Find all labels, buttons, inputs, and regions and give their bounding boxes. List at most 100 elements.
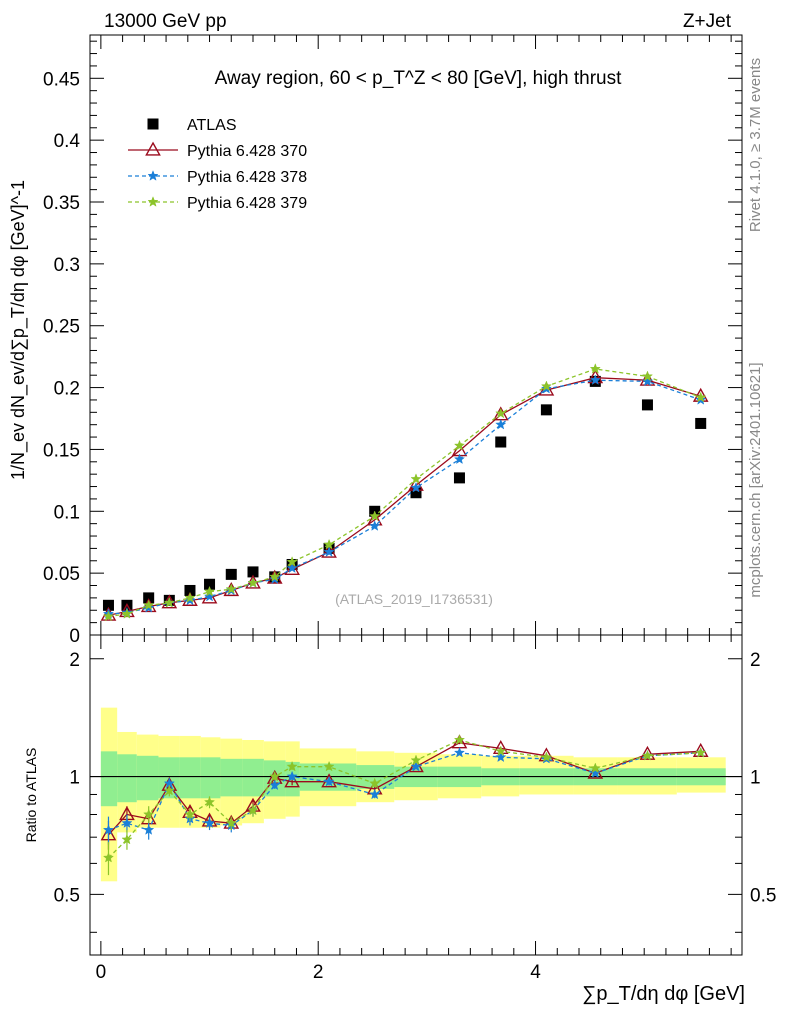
data-point bbox=[495, 418, 507, 430]
ratio-point bbox=[410, 754, 422, 766]
x-tick-label: 2 bbox=[313, 962, 324, 983]
data-point bbox=[121, 608, 133, 619]
legend-label: Pythia 6.428 370 bbox=[187, 143, 307, 160]
ratio-y-ticks: 0.5 0.5 1 1 2 2 bbox=[54, 650, 776, 933]
plot-title: Away region, 60 < p_T^Z < 80 [GeV], high… bbox=[215, 68, 622, 89]
ratio-point bbox=[203, 796, 216, 807]
series-line bbox=[108, 368, 701, 618]
legend-entry: ATLAS bbox=[147, 117, 237, 134]
ratio-bands bbox=[100, 707, 726, 882]
analysis-watermark: (ATLAS_2019_I1736531) bbox=[335, 591, 493, 607]
data-point bbox=[225, 568, 237, 580]
main-content bbox=[100, 363, 709, 622]
legend-label: Pythia 6.428 379 bbox=[187, 195, 307, 212]
main-panel: Away region, 60 < p_T^Z < 80 [GeV], high… bbox=[8, 34, 743, 647]
y-tick-label: 0.1 bbox=[54, 502, 80, 523]
data-point bbox=[286, 562, 298, 573]
ratio-y-axis-label: Ratio to ATLAS bbox=[23, 748, 39, 843]
data-point bbox=[204, 578, 216, 590]
ratio-point bbox=[143, 808, 155, 820]
legend-entry: Pythia 6.428 370 bbox=[128, 141, 307, 160]
x-tick-label: 4 bbox=[530, 962, 541, 983]
data-point bbox=[410, 481, 422, 493]
ratio-x-ticks: 0 2 4 bbox=[96, 635, 732, 983]
ratio-point bbox=[284, 773, 300, 788]
legend-marker bbox=[147, 170, 159, 181]
rivet-label: Rivet 4.1.0, ≥ 3.7M events bbox=[747, 58, 764, 232]
data-point bbox=[369, 510, 381, 521]
ratio-frame bbox=[89, 634, 743, 956]
y-tick-label: 0.4 bbox=[54, 131, 81, 152]
ratio-point bbox=[184, 808, 196, 820]
ratio-point bbox=[247, 804, 259, 816]
series-3 bbox=[102, 363, 707, 622]
data-point bbox=[286, 556, 298, 567]
x-tick-label: 0 bbox=[96, 962, 107, 983]
series-2 bbox=[102, 374, 707, 619]
ratio-point bbox=[323, 760, 335, 772]
ratio-point bbox=[102, 851, 115, 863]
data-point bbox=[453, 439, 466, 451]
series-line bbox=[108, 377, 701, 616]
data-point bbox=[695, 417, 707, 429]
ratio-content bbox=[100, 734, 709, 876]
data-point bbox=[143, 592, 155, 604]
ratio-y-tick-label: 2 bbox=[69, 650, 80, 671]
data-point bbox=[453, 453, 466, 465]
ratio-point bbox=[589, 762, 601, 774]
ratio-point bbox=[286, 770, 298, 782]
legend-entry: Pythia 6.428 378 bbox=[128, 169, 307, 186]
legend-marker bbox=[145, 141, 161, 156]
y-tick-label: 0.2 bbox=[54, 379, 80, 400]
ratio-y-tick-label-right: 2 bbox=[750, 650, 761, 671]
ratio-point bbox=[203, 817, 216, 828]
ratio-point bbox=[410, 760, 422, 772]
ratio-point bbox=[121, 817, 133, 828]
ratio-point bbox=[695, 746, 707, 758]
y-tick-label: 0.45 bbox=[43, 69, 80, 90]
ratio-point bbox=[453, 734, 466, 745]
ratio-point bbox=[121, 833, 133, 845]
stat-band-bin bbox=[100, 751, 118, 807]
ratio-point bbox=[269, 779, 281, 791]
y-tick-label: 0.15 bbox=[43, 440, 80, 461]
ratio-point bbox=[589, 767, 601, 778]
ratio-panel: 0.5 0.5 1 1 2 2 0 2 4 Ratio to ATLAS ∑p_T/dη dφ… bbox=[23, 634, 776, 1005]
ratio-series-2 bbox=[102, 734, 707, 876]
y-tick-label: 0.05 bbox=[43, 564, 80, 585]
y-tick-label: 0.35 bbox=[43, 193, 80, 214]
ratio-point bbox=[369, 777, 381, 789]
data-point bbox=[247, 566, 259, 578]
data-point bbox=[323, 538, 335, 550]
data-point bbox=[641, 375, 654, 387]
ratio-point bbox=[453, 746, 466, 758]
data-point bbox=[410, 473, 422, 484]
y-tick-label: 0.25 bbox=[43, 317, 80, 338]
data-point bbox=[284, 560, 300, 576]
ratio-y-tick-label: 1 bbox=[69, 768, 80, 789]
data-point bbox=[369, 520, 381, 531]
data-point bbox=[495, 407, 507, 419]
data-point bbox=[184, 584, 196, 596]
ratio-point bbox=[692, 742, 709, 757]
x-axis-label: ∑p_T/dη dφ [GeV] bbox=[582, 983, 745, 1005]
legend-label: Pythia 6.428 378 bbox=[187, 169, 307, 186]
ratio-point bbox=[540, 751, 552, 763]
data-point bbox=[453, 472, 465, 484]
ratio-y-tick-label: 0.5 bbox=[54, 885, 80, 906]
data-point bbox=[540, 380, 552, 392]
ratio-point bbox=[639, 745, 656, 760]
ratio-point bbox=[269, 770, 281, 782]
legend: ATLAS Pythia 6.428 370 Pythia 6.428 378 Pyt… bbox=[128, 117, 307, 212]
stat-band-bin bbox=[200, 757, 221, 799]
stat-band-bin bbox=[136, 755, 159, 801]
ratio-y-tick-label-right: 0.5 bbox=[750, 885, 776, 906]
main-y-axis-label: 1/N_ev dN_ev/d∑p_T/dη dφ [GeV]^-1 bbox=[8, 180, 29, 480]
stat-band-bin bbox=[179, 757, 201, 799]
y-tick-label: 0.3 bbox=[54, 255, 80, 276]
header-right: Z+Jet bbox=[683, 11, 732, 32]
data-point bbox=[102, 599, 114, 611]
series-1 bbox=[100, 369, 709, 621]
data-point bbox=[589, 374, 601, 385]
